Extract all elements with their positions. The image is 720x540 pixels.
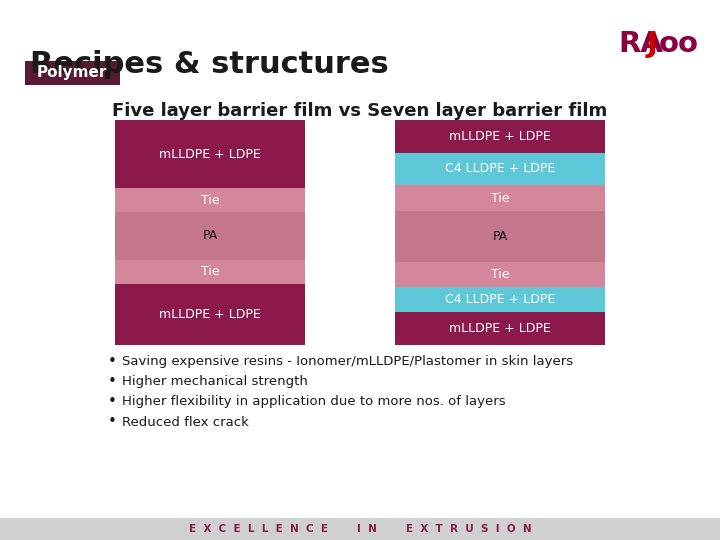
FancyBboxPatch shape [115,284,305,345]
FancyBboxPatch shape [395,120,605,153]
Text: •: • [108,395,117,409]
Text: Tie: Tie [201,194,220,207]
Text: Higher mechanical strength: Higher mechanical strength [122,375,308,388]
Text: Saving expensive resins - Ionomer/mLLDPE/Plastomer in skin layers: Saving expensive resins - Ionomer/mLLDPE… [122,355,573,368]
Text: E  X  C  E  L  L  E  N  C  E        I  N        E  X  T  R  U  S  I  O  N: E X C E L L E N C E I N E X T R U S I O … [189,524,531,534]
Text: •: • [108,415,117,429]
FancyBboxPatch shape [395,211,605,261]
Text: Higher flexibility in application due to more nos. of layers: Higher flexibility in application due to… [122,395,505,408]
Text: C4 LLDPE + LDPE: C4 LLDPE + LDPE [445,293,555,306]
Text: oo: oo [659,30,699,58]
Text: mLLDPE + LDPE: mLLDPE + LDPE [159,147,261,160]
FancyBboxPatch shape [25,61,120,85]
Text: Five layer barrier film vs Seven layer barrier film: Five layer barrier film vs Seven layer b… [112,102,608,120]
Text: Recipes & structures: Recipes & structures [30,50,389,79]
Text: J: J [647,30,658,58]
Text: C4 LLDPE + LDPE: C4 LLDPE + LDPE [445,163,555,176]
Text: Polymer: Polymer [37,65,107,80]
Text: Reduced flex crack: Reduced flex crack [122,415,249,429]
Text: PA: PA [202,230,217,242]
Text: Tie: Tie [201,265,220,278]
Text: PA: PA [492,230,508,242]
FancyBboxPatch shape [115,120,305,188]
Text: Tie: Tie [491,192,509,205]
FancyBboxPatch shape [395,287,605,312]
FancyBboxPatch shape [395,185,605,211]
Text: •: • [108,375,117,389]
FancyBboxPatch shape [115,212,305,260]
FancyBboxPatch shape [395,312,605,345]
Text: mLLDPE + LDPE: mLLDPE + LDPE [449,322,551,335]
Text: Tie: Tie [491,268,509,281]
FancyBboxPatch shape [0,518,720,540]
Text: mLLDPE + LDPE: mLLDPE + LDPE [449,130,551,143]
Text: mLLDPE + LDPE: mLLDPE + LDPE [159,308,261,321]
FancyBboxPatch shape [115,188,305,212]
FancyBboxPatch shape [395,153,605,185]
FancyBboxPatch shape [115,260,305,284]
Text: •: • [108,354,117,369]
Text: RA: RA [618,30,663,58]
FancyBboxPatch shape [395,261,605,287]
